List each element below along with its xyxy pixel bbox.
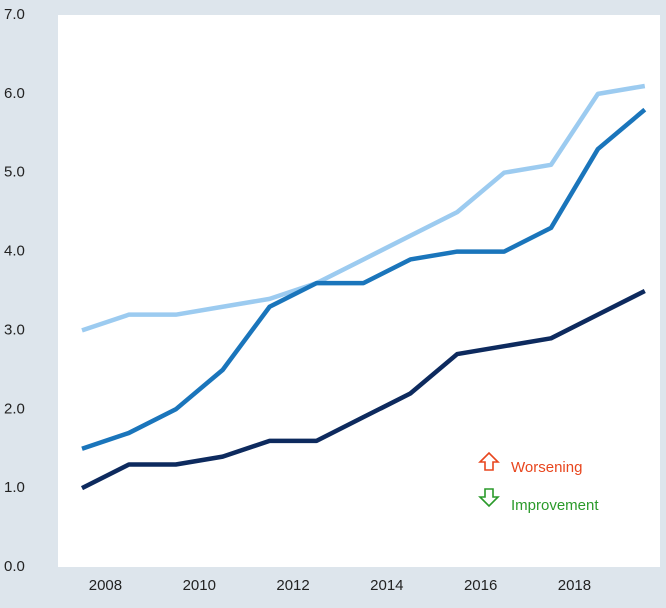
y-tick-label: 4.0 [4, 243, 25, 260]
y-tick-label: 1.0 [4, 479, 25, 496]
y-tick-label: 5.0 [4, 164, 25, 181]
annotation: Worsening [511, 459, 582, 476]
plot-area [58, 15, 660, 567]
improvement-arrow [478, 488, 500, 508]
y-tick-label: 2.0 [4, 400, 25, 417]
y-tick-label: 6.0 [4, 85, 25, 102]
x-tick-label: 2016 [464, 577, 497, 594]
x-tick-label: 2012 [276, 577, 309, 594]
annotation: Improvement [511, 497, 599, 514]
y-tick-label: 7.0 [4, 6, 25, 23]
series-line [81, 107, 647, 451]
x-tick-label: 2014 [370, 577, 403, 594]
y-tick-label: 0.0 [4, 558, 25, 575]
x-tick-label: 2008 [89, 577, 122, 594]
y-tick-label: 3.0 [4, 321, 25, 338]
worsening-arrow [478, 451, 500, 471]
series-line [80, 288, 646, 491]
x-tick-label: 2018 [558, 577, 591, 594]
x-tick-label: 2010 [183, 577, 216, 594]
series-line [81, 83, 646, 333]
